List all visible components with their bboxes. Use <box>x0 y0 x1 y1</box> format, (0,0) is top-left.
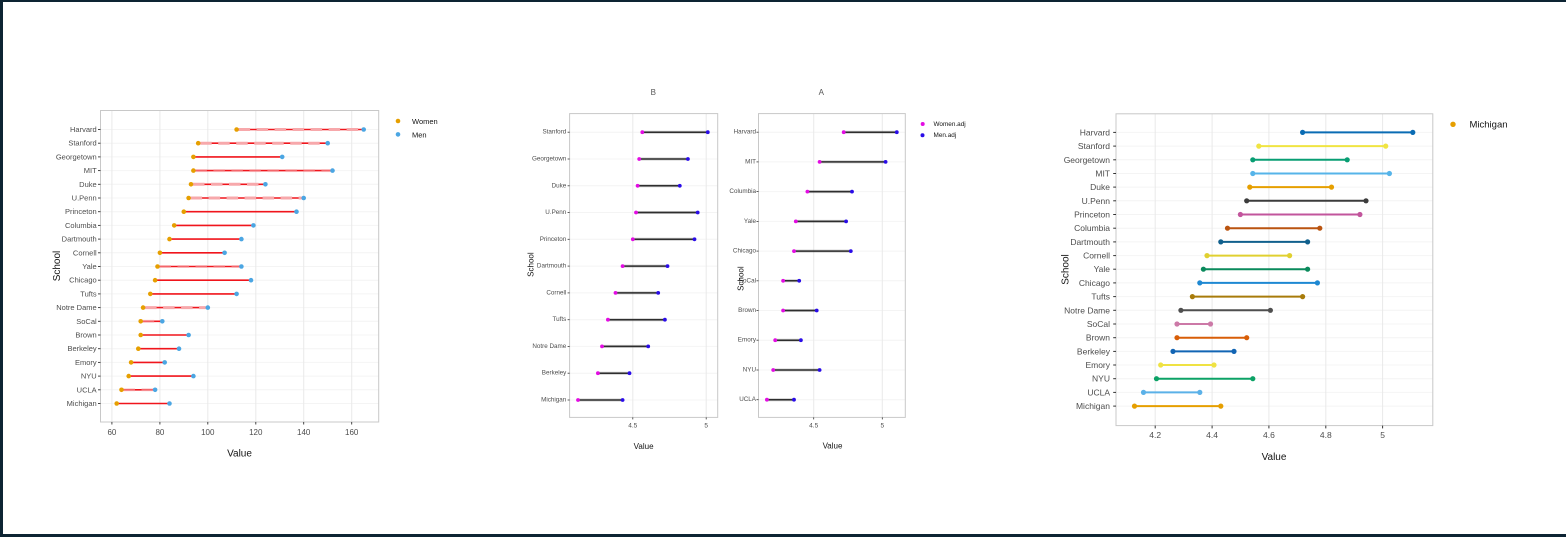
svg-text:Notre Dame: Notre Dame <box>56 303 96 312</box>
svg-text:School: School <box>52 251 63 282</box>
svg-text:Michigan: Michigan <box>1470 119 1508 130</box>
svg-text:4.5: 4.5 <box>809 423 818 430</box>
svg-text:Value: Value <box>227 448 252 459</box>
svg-text:5: 5 <box>1380 430 1385 440</box>
svg-text:U.Penn: U.Penn <box>1082 196 1111 206</box>
svg-text:B: B <box>651 88 656 97</box>
svg-text:NYU: NYU <box>81 372 97 381</box>
svg-text:Tufts: Tufts <box>80 289 97 298</box>
svg-text:Yale: Yale <box>744 218 757 225</box>
svg-text:Chicago: Chicago <box>69 276 97 285</box>
svg-text:School: School <box>1060 254 1071 285</box>
svg-text:MIT: MIT <box>1095 169 1110 179</box>
svg-text:Yale: Yale <box>1094 264 1111 274</box>
svg-text:Berkeley: Berkeley <box>68 344 97 353</box>
svg-text:Dartmouth: Dartmouth <box>1070 237 1110 247</box>
svg-text:Cornell: Cornell <box>73 248 97 257</box>
svg-text:Cornell: Cornell <box>1083 251 1110 261</box>
svg-text:Michigan: Michigan <box>541 397 567 404</box>
svg-text:60: 60 <box>107 428 116 437</box>
svg-text:UCLA: UCLA <box>1087 387 1110 397</box>
svg-text:Yale: Yale <box>82 262 96 271</box>
svg-text:80: 80 <box>155 428 164 437</box>
svg-text:Michigan: Michigan <box>67 399 97 408</box>
svg-text:Harvard: Harvard <box>70 125 97 134</box>
svg-text:Emory: Emory <box>75 358 97 367</box>
svg-text:Dartmouth: Dartmouth <box>62 235 97 244</box>
svg-text:160: 160 <box>345 428 359 437</box>
svg-text:UCLA: UCLA <box>739 396 757 403</box>
svg-text:MIT: MIT <box>84 166 97 175</box>
svg-text:Columbia: Columbia <box>1074 223 1110 233</box>
svg-text:Princeton: Princeton <box>65 207 97 216</box>
svg-text:Women: Women <box>412 117 438 126</box>
svg-text:Value: Value <box>634 442 654 451</box>
svg-text:U.Penn: U.Penn <box>545 209 567 216</box>
svg-text:Duke: Duke <box>1090 182 1110 192</box>
svg-text:Emory: Emory <box>1085 360 1110 370</box>
svg-text:Men.adj: Men.adj <box>934 132 957 139</box>
svg-text:U.Penn: U.Penn <box>72 194 97 203</box>
svg-text:Duke: Duke <box>79 180 97 189</box>
svg-text:NYU: NYU <box>743 367 757 374</box>
svg-text:Women.adj: Women.adj <box>934 121 966 128</box>
svg-text:A: A <box>819 88 825 97</box>
svg-text:Berkeley: Berkeley <box>1077 346 1111 356</box>
svg-text:Duke: Duke <box>552 182 567 189</box>
svg-text:Chicago: Chicago <box>733 248 757 255</box>
svg-text:SoCal: SoCal <box>76 317 97 326</box>
svg-text:SoCal: SoCal <box>1087 319 1110 329</box>
svg-text:Princeton: Princeton <box>1074 210 1110 220</box>
svg-text:MIT: MIT <box>745 158 756 165</box>
svg-text:Georgetown: Georgetown <box>56 152 97 161</box>
svg-text:Stanford: Stanford <box>542 129 566 136</box>
svg-text:Value: Value <box>1262 452 1287 463</box>
svg-text:Harvard: Harvard <box>734 129 757 136</box>
svg-text:5: 5 <box>704 423 708 430</box>
svg-text:4.8: 4.8 <box>1320 430 1332 440</box>
svg-text:School: School <box>527 252 536 277</box>
svg-text:Dartmouth: Dartmouth <box>537 263 567 270</box>
svg-text:120: 120 <box>249 428 263 437</box>
svg-text:Chicago: Chicago <box>1079 278 1110 288</box>
svg-text:Berkeley: Berkeley <box>542 370 567 377</box>
svg-text:Tufts: Tufts <box>1091 292 1110 302</box>
svg-text:Brown: Brown <box>75 331 96 340</box>
svg-text:NYU: NYU <box>1092 374 1110 384</box>
svg-text:Emory: Emory <box>738 337 757 344</box>
svg-text:4.4: 4.4 <box>1206 430 1218 440</box>
svg-text:SoCal: SoCal <box>739 277 756 284</box>
svg-text:140: 140 <box>297 428 311 437</box>
svg-text:Brown: Brown <box>738 307 756 314</box>
svg-text:Columbia: Columbia <box>65 221 98 230</box>
svg-text:Men: Men <box>412 130 427 139</box>
svg-text:UCLA: UCLA <box>77 385 97 394</box>
svg-text:5: 5 <box>880 423 884 430</box>
svg-text:Notre Dame: Notre Dame <box>1064 305 1110 315</box>
svg-text:Harvard: Harvard <box>1080 127 1111 137</box>
svg-text:4.5: 4.5 <box>628 423 637 430</box>
svg-text:Columbia: Columbia <box>729 188 756 195</box>
svg-text:4.6: 4.6 <box>1263 430 1275 440</box>
svg-text:Brown: Brown <box>1086 333 1110 343</box>
svg-text:Princeton: Princeton <box>540 236 567 243</box>
svg-text:Cornell: Cornell <box>546 289 566 296</box>
svg-text:Tufts: Tufts <box>553 316 567 323</box>
svg-text:100: 100 <box>201 428 215 437</box>
svg-text:Notre Dame: Notre Dame <box>532 343 566 350</box>
svg-text:Georgetown: Georgetown <box>1064 155 1111 165</box>
svg-text:Value: Value <box>823 442 843 451</box>
svg-text:Michigan: Michigan <box>1076 401 1110 411</box>
svg-text:Stanford: Stanford <box>68 139 96 148</box>
svg-text:Georgetown: Georgetown <box>532 156 567 163</box>
svg-text:4.2: 4.2 <box>1149 430 1161 440</box>
svg-text:Stanford: Stanford <box>1078 141 1110 151</box>
svg-text:School: School <box>737 266 746 291</box>
